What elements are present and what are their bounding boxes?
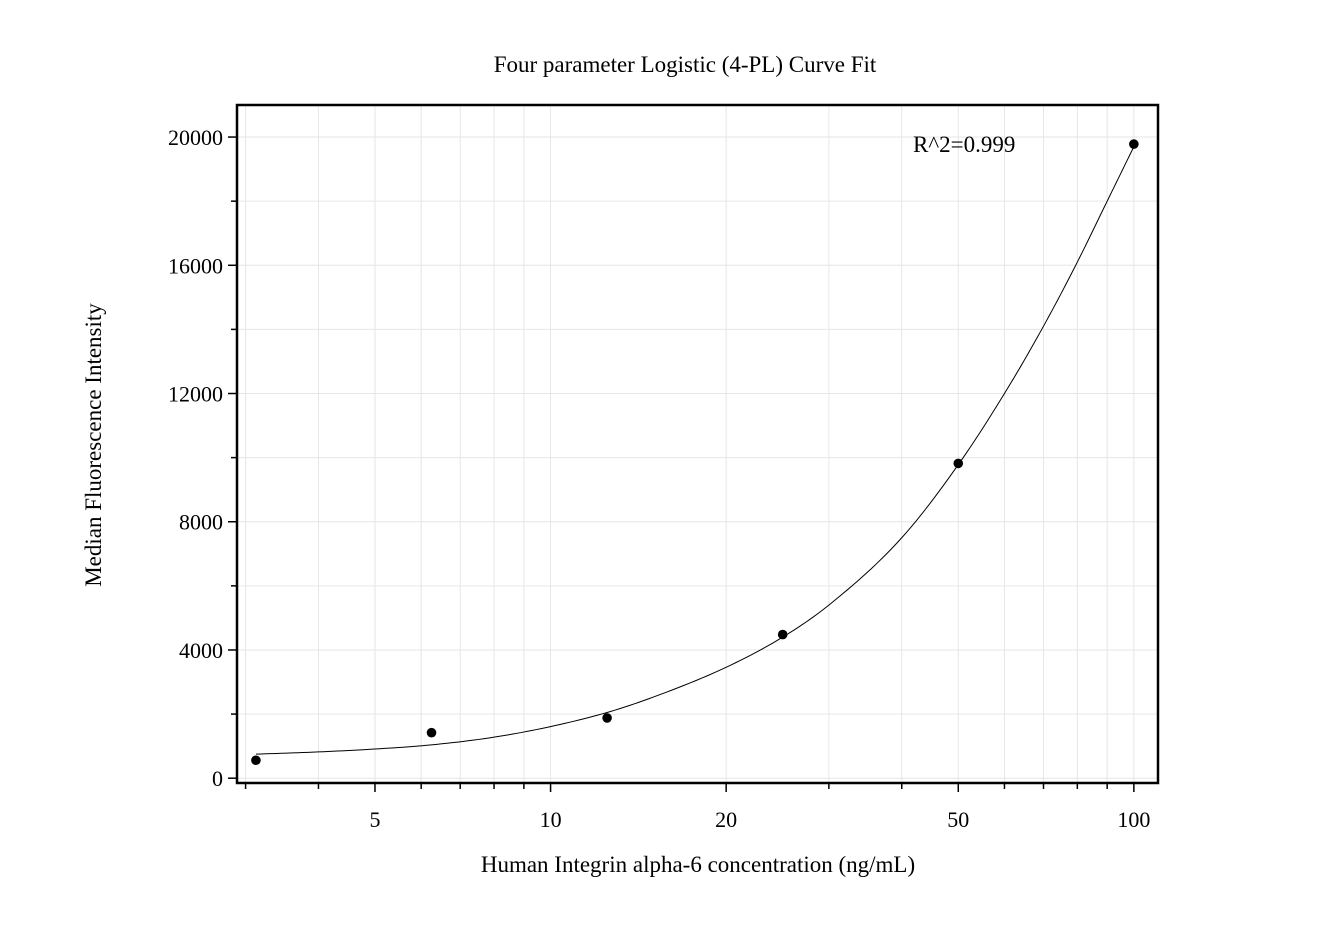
data-point [426, 727, 437, 738]
y-tick-label: 0 [212, 766, 223, 791]
data-point [1129, 139, 1139, 149]
y-tick-label: 12000 [168, 382, 223, 407]
data-point [251, 755, 261, 766]
y-tick-label: 4000 [179, 638, 223, 663]
fit-curve [255, 146, 1135, 755]
plot-frame [235, 103, 1160, 785]
fit-curve-layer [255, 146, 1135, 755]
r-squared-annotation: R^2=0.999 [913, 132, 1015, 157]
x-tick-label: 50 [947, 807, 969, 832]
y-axis-title: Median Fluorescence Intensity [81, 303, 106, 587]
x-tick-label: 20 [715, 807, 737, 832]
axes: 5 10 20 50 100 0 4000 8000 12000 16000 20000 [168, 103, 1160, 832]
x-tick-label: 100 [1117, 807, 1150, 832]
x-axis-title: Human Integrin alpha-6 concentration (ng… [481, 852, 915, 877]
chart-title: Four parameter Logistic (4-PL) Curve Fit [494, 52, 877, 77]
data-point [777, 629, 788, 640]
data-point [602, 713, 612, 723]
y-tick-label: 8000 [179, 510, 223, 535]
x-tick-label: 5 [369, 807, 380, 832]
y-tick-label: 16000 [168, 253, 223, 278]
grid [237, 105, 1158, 783]
x-tick-label: 10 [540, 807, 562, 832]
data-point [953, 458, 964, 469]
y-tick-label: 20000 [168, 125, 223, 150]
data-points [251, 139, 1139, 766]
